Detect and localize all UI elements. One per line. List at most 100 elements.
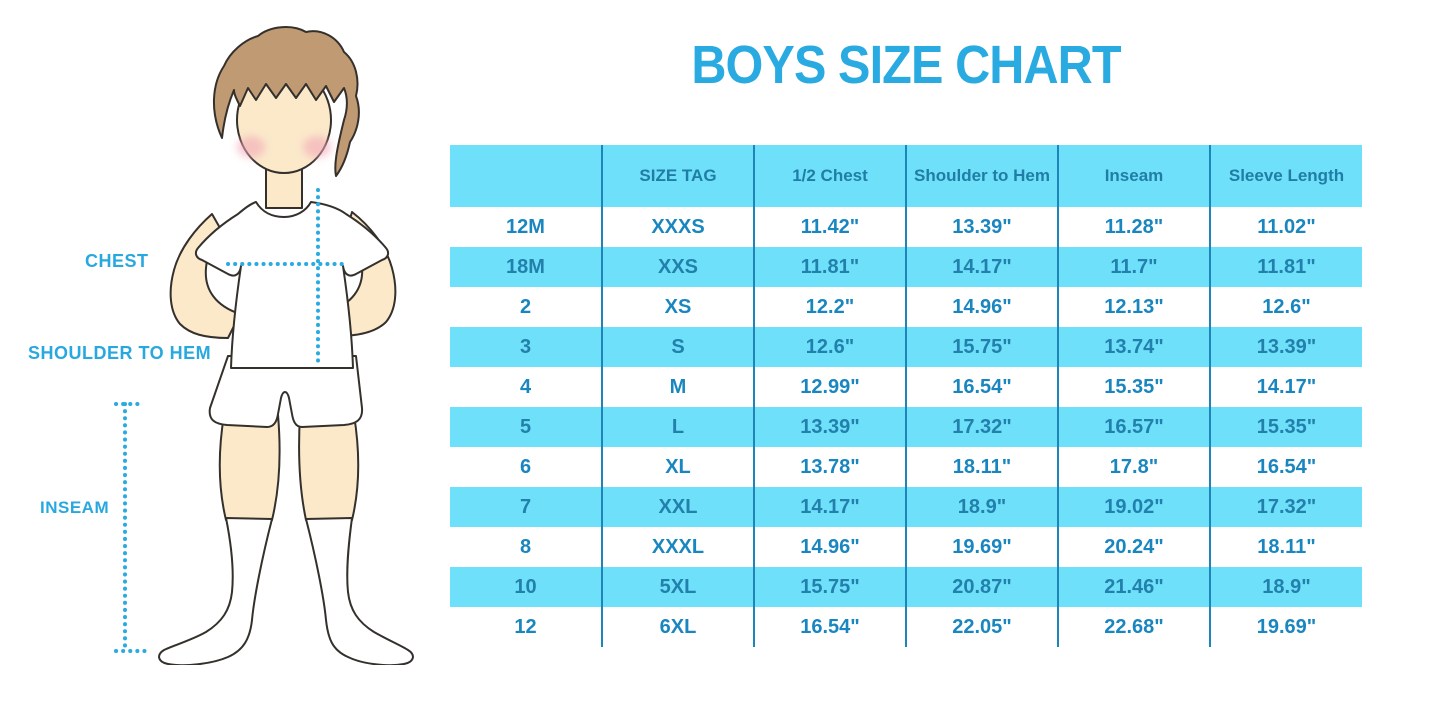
table-row: 2 XS 12.2" 14.96" 12.13" 12.6" xyxy=(450,287,1362,327)
row-size-cell: 6 xyxy=(519,455,532,478)
table-cell: 13.39" xyxy=(905,207,1058,247)
table-row: 7 XXL 14.17" 18.9" 19.02" 17.32" xyxy=(450,487,1362,527)
table-cell: 22.68" xyxy=(1057,607,1210,647)
table-cell: 16.54" xyxy=(1209,447,1362,487)
boy-right-leg xyxy=(298,414,360,521)
table-cell: M xyxy=(601,367,754,407)
header-cell-sleeve-length: Sleeve Length xyxy=(1209,145,1362,207)
header-row: SIZE TAG 1/2 Chest Shoulder to Hem Insea… xyxy=(450,145,1362,207)
table-cell: 14.17" xyxy=(905,247,1058,287)
table-cell: 12.99" xyxy=(753,367,906,407)
inseam-label: INSEAM xyxy=(40,498,110,517)
table-cell: 13.39" xyxy=(1209,327,1362,367)
table-cell: XXXL xyxy=(601,527,754,567)
table-cell: XXXS xyxy=(601,207,754,247)
boy-tshirt xyxy=(194,201,390,369)
row-size-cell: 18M xyxy=(450,247,602,287)
boy-right-sock xyxy=(305,517,414,665)
table-cell: 19.69" xyxy=(1209,607,1362,647)
table-cell: 13.78" xyxy=(753,447,906,487)
table-cell: 13.74" xyxy=(1057,327,1210,367)
row-size-cell: 10 xyxy=(450,567,602,607)
row-size-cell: 3 xyxy=(450,327,602,367)
table-cell: 15.75" xyxy=(905,327,1058,367)
measurement-figure-panel: CHEST SHOULDER TO HEM INSEAM xyxy=(0,0,450,723)
header-cell-size-tag: SIZE TAG xyxy=(601,145,754,207)
row-size-cell: 8 xyxy=(519,535,532,558)
boy-shorts xyxy=(208,355,364,428)
boy-hair xyxy=(212,26,360,177)
table-cell: XXL xyxy=(601,487,754,527)
table-row: 12M XXXS 11.42" 13.39" 11.28" 11.02" xyxy=(450,207,1362,247)
table-cell: 15.75" xyxy=(753,567,906,607)
size-table-body: 12M XXXS 11.42" 13.39" 11.28" 11.02" 18M XXS 11.… xyxy=(450,207,1362,647)
table-cell: 17.8" xyxy=(1057,447,1210,487)
row-size-cell: 2 xyxy=(519,295,532,318)
page-title: BOYS SIZE CHART xyxy=(691,35,1121,95)
row-size-cell: 7 xyxy=(450,487,602,527)
row-size-cell: 5 xyxy=(450,407,602,447)
boy-right-cheek xyxy=(303,136,331,158)
header-cell-half-chest: 1/2 Chest xyxy=(753,145,906,207)
header-cell-shoulder-to-hem: Shoulder to Hem xyxy=(905,145,1058,207)
table-cell: 14.96" xyxy=(905,287,1058,327)
table-cell: 11.81" xyxy=(753,247,906,287)
table-row: 3 S 12.6" 15.75" 13.74" 13.39" xyxy=(450,327,1362,367)
table-cell: 18.11" xyxy=(905,447,1058,487)
size-table: SIZE TAG 1/2 Chest Shoulder to Hem Insea… xyxy=(450,145,1362,647)
table-cell: 11.28" xyxy=(1057,207,1210,247)
table-cell: 6XL xyxy=(601,607,754,647)
header-cell-size xyxy=(450,145,602,207)
table-cell: XL xyxy=(601,447,754,487)
row-size-cell: 12M xyxy=(506,215,545,238)
table-cell: 12.13" xyxy=(1057,287,1210,327)
table-row: 4 M 12.99" 16.54" 15.35" 14.17" xyxy=(450,367,1362,407)
table-row: 5 L 13.39" 17.32" 16.57" 15.35" xyxy=(450,407,1362,447)
table-cell: 18.9" xyxy=(905,487,1058,527)
boy-left-cheek xyxy=(237,136,265,158)
table-cell: 20.24" xyxy=(1057,527,1210,567)
table-cell: S xyxy=(601,327,754,367)
table-row: 10 5XL 15.75" 20.87" 21.46" 18.9" xyxy=(450,567,1362,607)
table-cell: 19.69" xyxy=(905,527,1058,567)
table-cell: 17.32" xyxy=(905,407,1058,447)
table-cell: 18.11" xyxy=(1209,527,1362,567)
boy-left-sock xyxy=(158,517,273,665)
table-cell: XXS xyxy=(601,247,754,287)
table-cell: 19.02" xyxy=(1057,487,1210,527)
table-cell: 18.9" xyxy=(1209,567,1362,607)
table-row: 18M XXS 11.81" 14.17" 11.7" 11.81" xyxy=(450,247,1362,287)
table-cell: 14.96" xyxy=(753,527,906,567)
table-cell: 12.6" xyxy=(1209,287,1362,327)
table-cell: 15.35" xyxy=(1209,407,1362,447)
table-cell: 11.7" xyxy=(1057,247,1210,287)
table-cell: 14.17" xyxy=(753,487,906,527)
table-row: 6 XL 13.78" 18.11" 17.8" 16.54" xyxy=(450,447,1362,487)
table-cell: 16.57" xyxy=(1057,407,1210,447)
table-cell: 12.2" xyxy=(753,287,906,327)
boy-illustration xyxy=(114,26,414,665)
shoulder-to-hem-label: SHOULDER TO HEM xyxy=(28,343,212,363)
table-cell: 21.46" xyxy=(1057,567,1210,607)
table-cell: 16.54" xyxy=(905,367,1058,407)
row-size-cell: 4 xyxy=(519,375,532,398)
header-cell-inseam: Inseam xyxy=(1057,145,1210,207)
row-size-cell: 12 xyxy=(514,615,537,638)
boy-left-leg xyxy=(218,414,281,521)
table-cell: 11.02" xyxy=(1209,207,1362,247)
table-cell: 11.42" xyxy=(753,207,906,247)
size-table-header: SIZE TAG 1/2 Chest Shoulder to Hem Insea… xyxy=(450,145,1362,207)
table-cell: 14.17" xyxy=(1209,367,1362,407)
table-cell: L xyxy=(601,407,754,447)
table-cell: 11.81" xyxy=(1209,247,1362,287)
chest-label: CHEST xyxy=(85,251,149,271)
table-cell: XS xyxy=(601,287,754,327)
table-row: 12 6XL 16.54" 22.05" 22.68" 19.69" xyxy=(450,607,1362,647)
table-row: 8 XXXL 14.96" 19.69" 20.24" 18.11" xyxy=(450,527,1362,567)
table-cell: 17.32" xyxy=(1209,487,1362,527)
table-cell: 12.6" xyxy=(753,327,906,367)
table-cell: 22.05" xyxy=(905,607,1058,647)
table-cell: 20.87" xyxy=(905,567,1058,607)
table-cell: 15.35" xyxy=(1057,367,1210,407)
